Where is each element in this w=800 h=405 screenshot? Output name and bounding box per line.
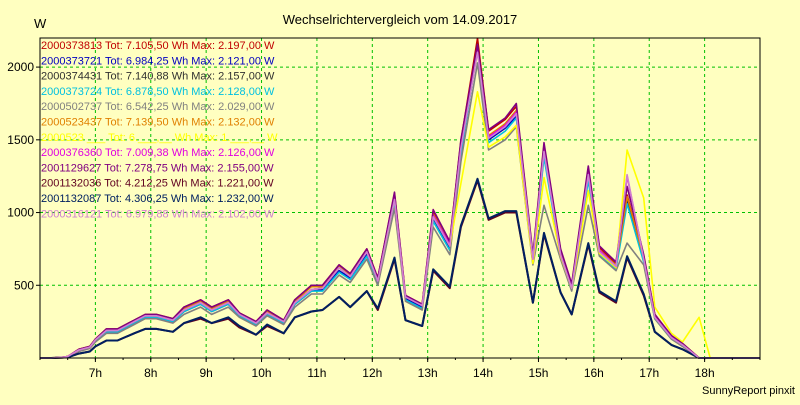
y-tick-label: 2000 [7,60,34,74]
legend-entry-2001129627: 2001129627 Tot: 7.278,75 Wh Max: 2.155,0… [41,162,274,174]
x-tick-label: 7h [89,366,102,380]
x-tick-label: 15h [528,366,548,380]
legend-entry-2000373724: 2000373724 Tot: 6.878,50 Wh Max: 2.128,0… [41,86,275,98]
legend-entry-2000373813: 2000373813 Tot: 7.105,50 Wh Max: 2.197,0… [41,40,275,52]
y-tick-label: 500 [14,278,34,292]
legend-entry-2000523437: 2000523437 Tot: 7.139,50 Wh Max: 2.132,0… [41,117,275,129]
x-tick-label: 8h [144,366,157,380]
x-tick-label: 9h [199,366,212,380]
y-tick-label: 1500 [7,133,34,147]
y-tick-label: 1000 [7,206,34,220]
footer-credit: SunnyReport pinxit [702,385,795,397]
legend-entry-2000316121: 2000316121 Tot: 6.979,88 Wh Max: 2.102,0… [41,208,275,220]
legend-entry-2001132087: 2001132087 Tot: 4.306,25 Wh Max: 1.232,0… [41,193,274,205]
x-tick-label: 12h [362,366,382,380]
legend-entry-2000374431: 2000374431 Tot: 7.140,88 Wh Max: 2.157,0… [41,71,275,83]
legend-entry-2000376360: 2000376360 Tot: 7.009,38 Wh Max: 2.126,0… [41,147,275,159]
x-tick-label: 13h [418,366,438,380]
legend-entry-2001132036: 2001132036 Tot: 4.212,25 Wh Max: 1.221,0… [41,178,274,190]
series-lines [40,37,760,359]
series-line-2000502737 [40,62,760,359]
legend-entry-2000523: 2000523 ___ Tot: 6.___,__ Wh Max: 1.___,… [41,132,278,144]
legend-entry-2000502737: 2000502737 Tot: 6.542,25 Wh Max: 2.029,0… [41,101,275,113]
x-tick-label: 14h [473,366,493,380]
x-tick-label: 11h [307,366,326,380]
series-line-2000316121 [40,51,760,359]
grid [40,38,760,358]
series-line-2001132087 [40,177,760,359]
axes: 7h 8h 9h 10h 11h 12h 13h 14h 15h 16h 17h 18h 500 1000… [7,37,761,380]
legend: 2000373813 Tot: 7.105,50 Wh Max: 2.197,0… [41,40,278,220]
y-axis-unit: W [34,16,47,31]
x-tick-label: 18h [695,366,715,380]
legend-entry-2000373721: 2000373721 Tot: 6.984,25 Wh Max: 2.121,0… [41,55,275,67]
x-tick-label: 17h [639,366,659,380]
x-tick-label: 10h [252,366,272,380]
x-tick-label: 16h [584,366,604,380]
chart-title: Wechselrichtervergleich vom 14.09.2017 [283,12,518,27]
